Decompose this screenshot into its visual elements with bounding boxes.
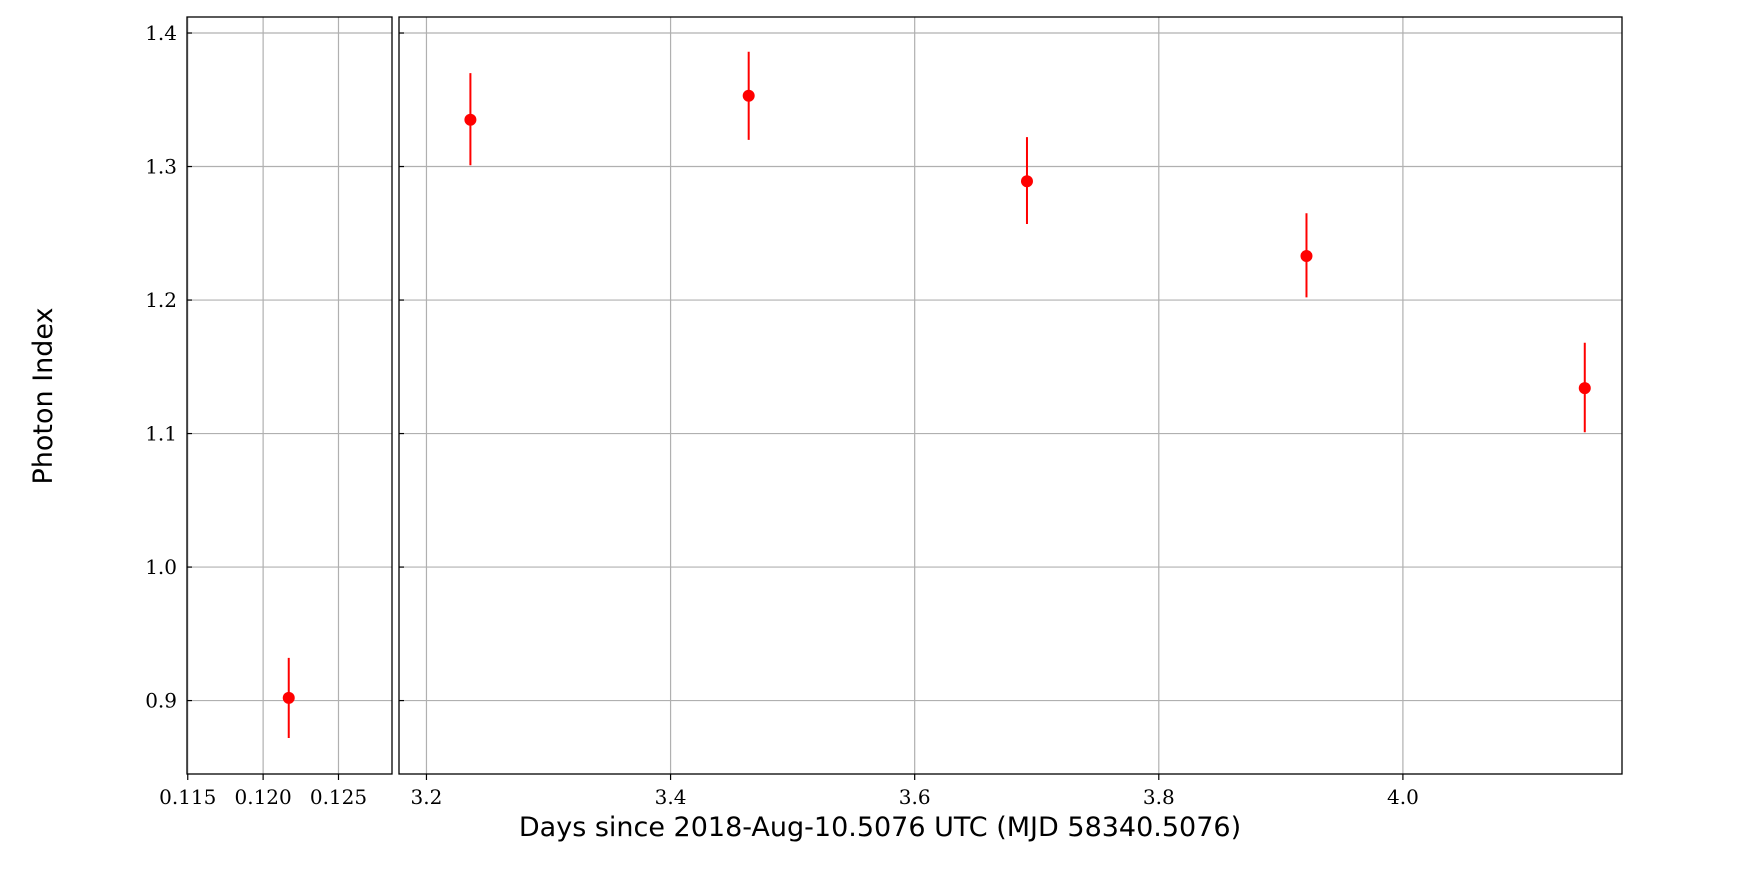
x-tick-label: 0.125 — [310, 785, 367, 809]
data-point — [1578, 382, 1591, 395]
point-layer — [282, 51, 1591, 738]
panel-frame-1 — [186, 16, 393, 775]
frame-layer — [186, 16, 1623, 775]
y-tick-label: 1.3 — [145, 155, 177, 179]
y-tick-label: 1.4 — [145, 21, 177, 45]
grid-layer — [187, 17, 1622, 774]
x-tick-label: 3.6 — [899, 785, 931, 809]
x-tick-label: 3.8 — [1143, 785, 1175, 809]
data-point — [742, 89, 755, 102]
label-layer: Days since 2018-Aug-10.5076 UTC (MJD 583… — [28, 307, 1241, 843]
x-tick-label: 4.0 — [1387, 785, 1419, 809]
tick-layer: 0.115 0.120 0.125 3.2 3.4 3.6 3.8 4.0 0.9 1.0 1.1 1… — [145, 21, 1419, 809]
data-point — [464, 113, 477, 126]
y-tick-label: 0.9 — [145, 689, 177, 713]
y-axis-label: Photon Index — [28, 307, 59, 484]
data-point — [282, 691, 295, 704]
y-tick-label: 1.1 — [145, 422, 177, 446]
y-tick-label: 1.0 — [145, 555, 177, 579]
x-tick-label: 0.120 — [234, 785, 291, 809]
x-tick-label: 0.115 — [159, 785, 216, 809]
x-tick-label: 3.4 — [655, 785, 687, 809]
data-point — [1300, 249, 1313, 262]
x-axis-label: Days since 2018-Aug-10.5076 UTC (MJD 583… — [519, 812, 1241, 843]
x-tick-label: 3.2 — [411, 785, 443, 809]
data-point — [1020, 175, 1033, 188]
panel-frame-2 — [398, 16, 1623, 775]
y-tick-label: 1.2 — [145, 288, 177, 312]
